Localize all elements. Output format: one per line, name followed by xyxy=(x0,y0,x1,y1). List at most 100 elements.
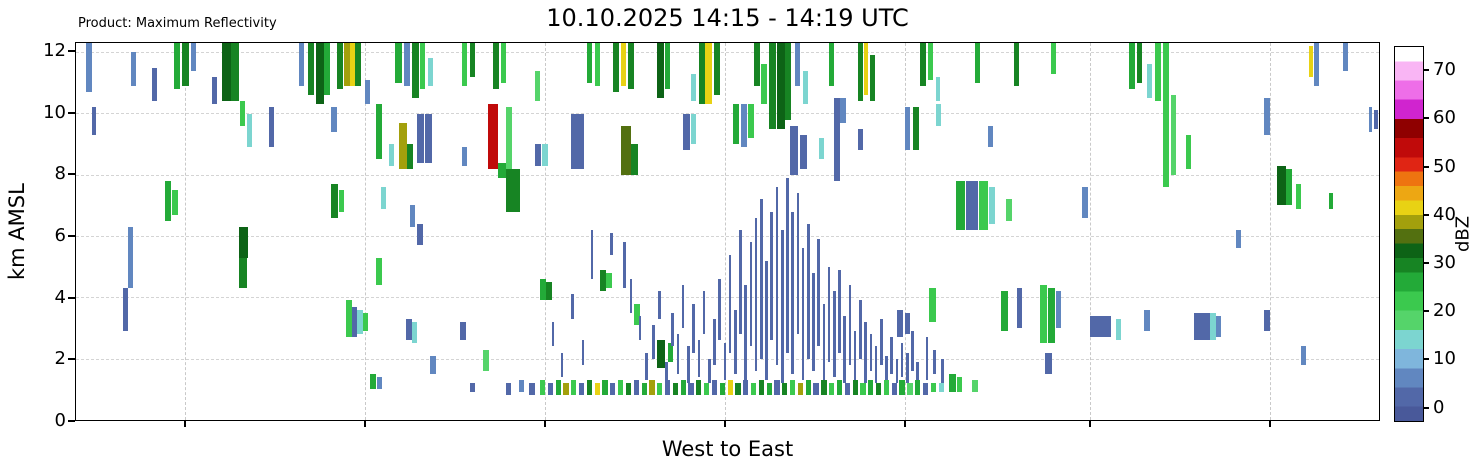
reflectivity-cell xyxy=(739,229,742,335)
reflectivity-cell xyxy=(1186,134,1192,169)
reflectivity-cell xyxy=(590,229,594,280)
reflectivity-cell xyxy=(631,144,638,175)
reflectivity-cell xyxy=(972,380,978,393)
reflectivity-cell xyxy=(852,380,858,396)
y-tick-label: 0 xyxy=(54,410,66,431)
reflectivity-cell xyxy=(546,282,552,301)
y-tick-label: 6 xyxy=(54,225,66,247)
plot-area xyxy=(75,42,1380,421)
reflectivity-cell xyxy=(718,279,721,341)
reflectivity-cell xyxy=(1154,43,1162,102)
product-label: Product: Maximum Reflectivity xyxy=(78,16,277,31)
reflectivity-cell xyxy=(620,125,632,175)
colorbar-tick-label: 30 xyxy=(1433,251,1456,273)
reflectivity-cell xyxy=(829,383,835,396)
vertical-gridline xyxy=(1269,43,1271,420)
reflectivity-cell xyxy=(1308,46,1313,77)
reflectivity-cell xyxy=(834,98,840,181)
reflectivity-cell xyxy=(181,43,190,86)
reflectivity-cell xyxy=(891,383,897,396)
reflectivity-cell xyxy=(173,43,181,89)
reflectivity-cell xyxy=(813,383,819,396)
reflectivity-cell xyxy=(864,43,869,96)
reflectivity-cell xyxy=(581,340,585,365)
vertical-gridline xyxy=(904,43,906,420)
reflectivity-cell xyxy=(765,260,768,381)
reflectivity-cell xyxy=(1147,64,1153,99)
reflectivity-cell xyxy=(754,217,758,371)
reflectivity-cell xyxy=(935,76,940,102)
y-tick-mark xyxy=(68,358,75,361)
reflectivity-cell xyxy=(469,383,475,393)
reflectivity-cell xyxy=(676,334,680,375)
reflectivity-cell xyxy=(786,177,789,353)
reflectivity-cell xyxy=(625,383,632,396)
reflectivity-cell xyxy=(427,58,433,86)
reflectivity-cell xyxy=(915,380,921,396)
reflectivity-cell xyxy=(753,43,761,86)
horizontal-gridline xyxy=(76,358,1379,360)
horizontal-gridline xyxy=(76,52,1379,54)
reflectivity-cell xyxy=(586,380,592,396)
reflectivity-cell xyxy=(906,352,909,384)
reflectivity-cell xyxy=(610,383,616,396)
reflectivity-cell xyxy=(388,144,394,166)
reflectivity-cell xyxy=(1144,309,1150,332)
reflectivity-cell xyxy=(975,43,981,83)
reflectivity-cell xyxy=(1264,98,1270,135)
reflectivity-cell xyxy=(1128,43,1136,89)
y-tick-mark xyxy=(68,111,75,114)
reflectivity-cell xyxy=(602,380,608,396)
reflectivity-cell xyxy=(515,168,521,212)
reflectivity-cell xyxy=(419,43,426,89)
reflectivity-cell xyxy=(1193,312,1210,341)
reflectivity-cell xyxy=(780,229,784,384)
reflectivity-cell xyxy=(672,383,678,396)
colorbar-tick-label: 0 xyxy=(1433,396,1445,418)
x-axis-label: West to East xyxy=(661,437,794,461)
reflectivity-cell xyxy=(868,380,874,396)
reflectivity-cell xyxy=(412,321,418,344)
reflectivity-cell xyxy=(664,361,668,384)
reflectivity-cell xyxy=(965,180,978,230)
reflectivity-cell xyxy=(362,312,368,332)
reflectivity-cell xyxy=(551,321,555,347)
colorbar-tick-mark xyxy=(1424,213,1429,216)
reflectivity-cell xyxy=(461,147,467,166)
reflectivity-cell xyxy=(876,383,882,396)
reflectivity-cell xyxy=(714,43,720,96)
y-tick-label: 2 xyxy=(54,348,66,370)
reflectivity-cell xyxy=(836,380,843,396)
colorbar-tick-mark xyxy=(1424,406,1429,409)
reflectivity-cell xyxy=(406,144,414,169)
reflectivity-cell xyxy=(691,73,697,102)
colorbar-tick-label: 60 xyxy=(1433,107,1456,129)
reflectivity-cell xyxy=(803,70,809,105)
reflectivity-cell xyxy=(749,242,753,347)
reflectivity-cell xyxy=(1050,43,1056,74)
reflectivity-cell xyxy=(399,122,407,169)
reflectivity-cell xyxy=(885,355,888,381)
reflectivity-cell xyxy=(890,337,893,375)
reflectivity-cell xyxy=(618,380,624,396)
reflectivity-cell xyxy=(664,380,671,396)
reflectivity-cell xyxy=(336,43,344,89)
reflectivity-cell xyxy=(860,383,866,396)
reflectivity-cell xyxy=(922,383,929,396)
reflectivity-cell xyxy=(425,113,432,163)
reflectivity-cell xyxy=(1014,43,1020,86)
reflectivity-cell xyxy=(750,383,757,396)
reflectivity-cell xyxy=(920,43,926,86)
reflectivity-cell xyxy=(571,113,585,169)
reflectivity-cell xyxy=(790,380,796,396)
x-tick-mark xyxy=(183,421,186,427)
reflectivity-cell xyxy=(795,43,801,86)
reflectivity-cell xyxy=(988,125,994,148)
reflectivity-cell xyxy=(628,43,634,89)
reflectivity-cell xyxy=(681,285,685,329)
reflectivity-cell xyxy=(1016,288,1022,329)
reflectivity-cell xyxy=(349,43,355,86)
reflectivity-cell xyxy=(775,187,779,365)
reflectivity-cell xyxy=(1040,285,1047,344)
reflectivity-cell xyxy=(664,43,671,89)
